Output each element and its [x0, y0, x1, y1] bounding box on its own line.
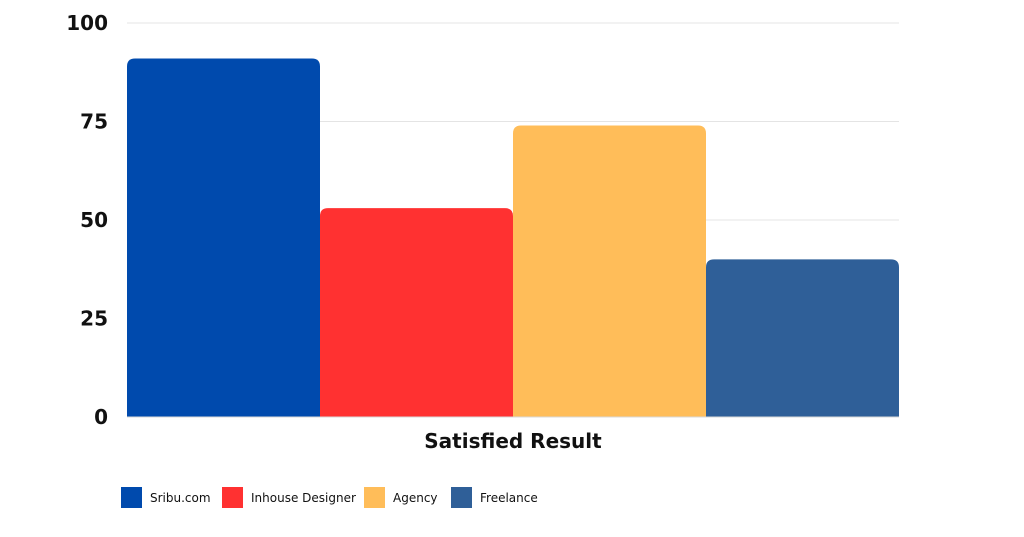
legend-label-agency: Agency [393, 491, 438, 505]
legend-swatch-inhouse-designer [222, 487, 243, 508]
legend-swatch-agency [364, 487, 385, 508]
y-tick-label-100: 100 [66, 11, 108, 35]
bar-agency [513, 125, 706, 417]
y-tick-label-50: 50 [80, 208, 108, 232]
y-tick-label-75: 75 [80, 110, 108, 134]
legend-swatch-sribu-com [121, 487, 142, 508]
y-tick-label-0: 0 [94, 405, 108, 429]
legend: Sribu.com Inhouse Designer Agency Freelance [121, 487, 538, 508]
legend-label-sribu-com: Sribu.com [150, 491, 211, 505]
x-axis-label: Satisfied Result [424, 429, 602, 453]
legend-swatch-freelance [451, 487, 472, 508]
y-axis-ticks: 0 25 50 75 100 [66, 11, 108, 429]
legend-label-inhouse-designer: Inhouse Designer [251, 491, 356, 505]
bar-inhouse-designer [320, 208, 513, 417]
bar-sribu-com [127, 58, 320, 418]
bar-freelance [706, 259, 899, 417]
bars [127, 58, 899, 418]
legend-label-freelance: Freelance [480, 491, 538, 505]
y-tick-label-25: 25 [80, 307, 108, 331]
